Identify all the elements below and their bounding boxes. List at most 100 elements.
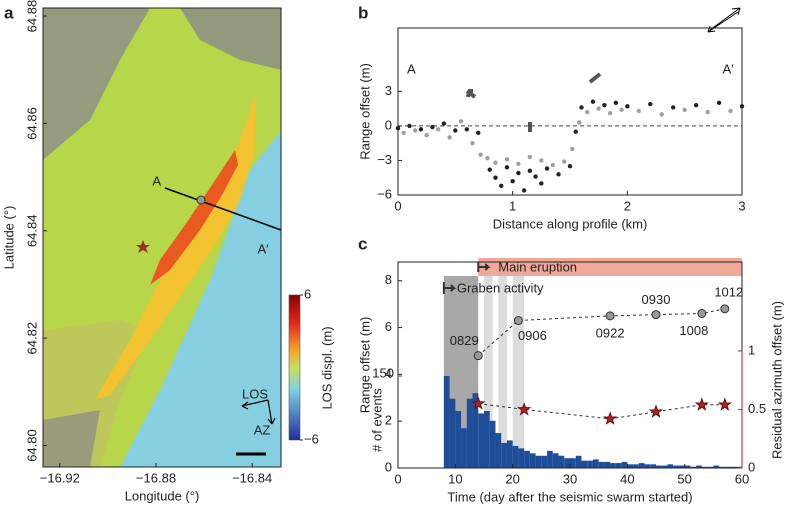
y-tick-label: 6 bbox=[385, 319, 392, 334]
histogram-bar bbox=[696, 465, 702, 468]
histogram-bar bbox=[678, 465, 685, 468]
histogram-bar bbox=[701, 466, 708, 468]
y-tick-label: 64.84 bbox=[24, 215, 39, 248]
point bbox=[470, 140, 475, 146]
point-label: 0930 bbox=[642, 292, 671, 307]
point bbox=[544, 166, 550, 171]
point bbox=[510, 178, 515, 184]
histogram-bar bbox=[466, 398, 473, 468]
azimuth-star bbox=[516, 401, 532, 416]
y-tick-label: 64.88 bbox=[24, 0, 39, 32]
point-label: 0906 bbox=[518, 328, 547, 343]
point bbox=[648, 101, 653, 107]
histogram-bar bbox=[724, 466, 731, 468]
point bbox=[521, 188, 527, 193]
histogram-bar bbox=[673, 465, 679, 468]
y2-tick-label: 0.5 bbox=[748, 401, 766, 416]
point bbox=[527, 154, 533, 160]
azimuth-star bbox=[648, 404, 664, 418]
point bbox=[728, 108, 733, 114]
colorbar bbox=[288, 294, 301, 441]
y-tick-label: 4 bbox=[385, 366, 392, 381]
point bbox=[401, 130, 406, 136]
histogram-bar bbox=[461, 428, 467, 468]
range-point bbox=[697, 309, 707, 318]
point bbox=[585, 109, 590, 115]
point bbox=[636, 108, 641, 114]
histogram-bar bbox=[489, 420, 496, 468]
histogram-bar bbox=[610, 463, 616, 468]
point-label: 0922 bbox=[596, 325, 625, 340]
range-point bbox=[720, 304, 730, 314]
point bbox=[550, 162, 555, 168]
histogram-bar bbox=[627, 464, 634, 468]
histogram-bar bbox=[547, 450, 553, 468]
y-tick-label: 0 bbox=[385, 459, 392, 474]
y-tick-label: 64.86 bbox=[24, 107, 39, 140]
point bbox=[435, 127, 441, 132]
panel-label: c bbox=[358, 234, 367, 253]
x-tick-label: −16.92 bbox=[40, 470, 80, 485]
histogram-bar bbox=[484, 410, 490, 468]
annotation: AZ bbox=[254, 422, 271, 437]
histogram-bar bbox=[644, 464, 651, 468]
point bbox=[499, 183, 504, 188]
histogram-bar bbox=[719, 466, 725, 468]
x-tick-label: −16.84 bbox=[232, 470, 272, 485]
histogram-bar bbox=[541, 455, 548, 468]
panel-label: a bbox=[4, 3, 14, 22]
azimuth-star bbox=[471, 396, 486, 410]
histogram-bar bbox=[495, 433, 502, 468]
y-tick-label: 0 bbox=[385, 117, 392, 132]
histogram-bar bbox=[501, 442, 507, 468]
arrow bbox=[588, 72, 602, 84]
point-label: 0829 bbox=[450, 333, 479, 348]
point bbox=[693, 102, 699, 108]
x-tick-label: 10 bbox=[448, 471, 462, 486]
point bbox=[596, 106, 601, 111]
point bbox=[533, 174, 538, 179]
histogram-bar bbox=[598, 461, 605, 468]
y-tick-label: 3 bbox=[385, 83, 392, 98]
annotation: LOS bbox=[242, 386, 268, 401]
y-axis-label: Latitude (°) bbox=[1, 206, 16, 270]
histogram-bar bbox=[524, 450, 530, 468]
light-band bbox=[484, 276, 493, 468]
histogram-bar bbox=[518, 448, 525, 468]
histogram-bar bbox=[713, 465, 720, 468]
histogram-bar bbox=[615, 463, 622, 468]
point bbox=[487, 167, 492, 172]
point bbox=[424, 132, 429, 138]
point bbox=[576, 120, 582, 125]
y-tick-label: 8 bbox=[385, 272, 392, 287]
azimuth-star bbox=[602, 411, 618, 425]
range-point bbox=[473, 351, 483, 361]
point bbox=[413, 128, 418, 133]
period-arrow bbox=[477, 262, 491, 272]
y2-axis-label: Residual azimuth offset (m) bbox=[769, 301, 784, 459]
histogram-bar bbox=[472, 393, 479, 468]
histogram-bar bbox=[638, 463, 645, 468]
colorbar-tick-label: −6 bbox=[304, 431, 319, 446]
look-arrows bbox=[707, 7, 741, 33]
period-label: Main eruption bbox=[498, 259, 577, 274]
point bbox=[570, 146, 575, 152]
point bbox=[607, 111, 613, 116]
point bbox=[493, 160, 498, 165]
histogram-bar bbox=[558, 455, 565, 468]
y-tick-label: 64.82 bbox=[24, 322, 39, 355]
histogram-bar bbox=[535, 455, 542, 468]
point bbox=[493, 175, 498, 180]
point bbox=[418, 127, 424, 132]
period-arrow bbox=[442, 282, 457, 294]
x-tick-label: −16.88 bbox=[136, 470, 176, 485]
point bbox=[407, 123, 412, 129]
x-axis-label: Time (day after the seismic swarm starte… bbox=[447, 489, 692, 504]
y-axis-label: Range offset (m) bbox=[357, 63, 372, 160]
star bbox=[136, 240, 150, 253]
histogram-bar bbox=[667, 464, 674, 468]
map bbox=[43, 8, 281, 467]
point bbox=[567, 164, 573, 169]
y-tick-label: 2 bbox=[385, 413, 392, 428]
x-tick-label: 30 bbox=[563, 471, 577, 486]
